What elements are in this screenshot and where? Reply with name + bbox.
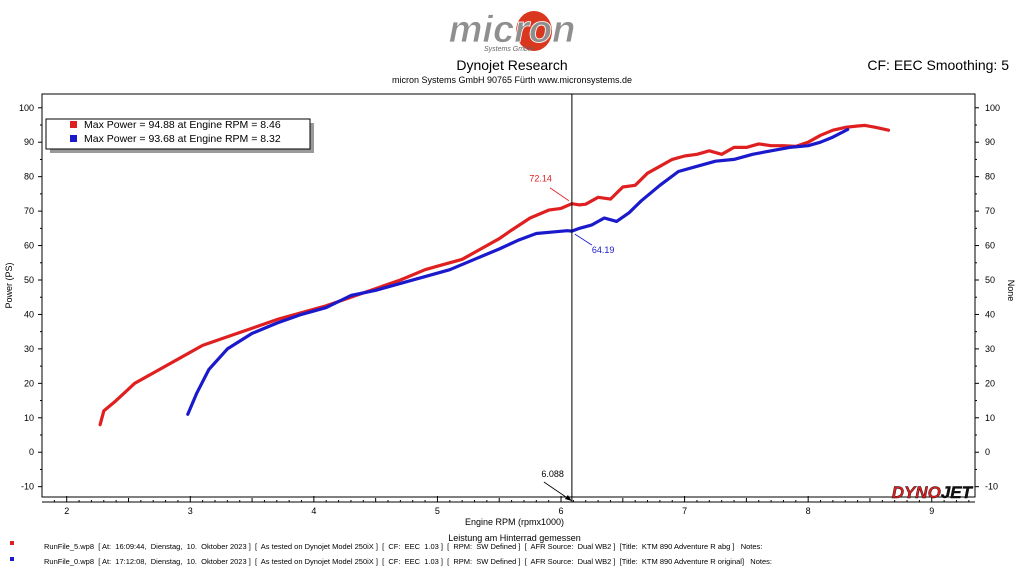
y-tick-label: 0	[29, 447, 34, 457]
x-tick-label: 4	[311, 506, 316, 516]
legend-label-2: Max Power = 93.68 at Engine RPM = 8.32	[84, 133, 281, 145]
run1-marker	[10, 541, 14, 545]
svg-text:micron: micron	[449, 9, 576, 51]
y-tick-label: 20	[24, 378, 34, 388]
y-tick-label-right: 20	[985, 378, 995, 388]
y-tick-label: -10	[21, 482, 34, 492]
plot-area	[41, 93, 976, 498]
y-axis-label: Power (PS)	[4, 262, 14, 308]
x-axis-label: Engine RPM (rpmx1000)	[465, 517, 564, 527]
blue-cursor-value: 64.19	[592, 245, 615, 255]
red-cursor-value: 72.14	[529, 174, 552, 184]
cursor-value-label: 6.088	[541, 469, 564, 479]
y-tick-label-right: 10	[985, 413, 995, 423]
y-tick-label-right: 30	[985, 344, 995, 354]
blue-cursor-arrow	[574, 233, 593, 246]
y-tick-label: 80	[24, 172, 34, 182]
y-tick-label: 30	[24, 344, 34, 354]
y-tick-label-right: -10	[985, 482, 998, 492]
y-tick-label-right: 50	[985, 275, 995, 285]
chart-subtitle: micron Systems GmbH 90765 Fürth www.micr…	[391, 75, 633, 85]
legend-swatch-2	[70, 135, 77, 142]
run1-info: RunFile_5.wp8 [ At: 16:09:44, Dienstag, …	[44, 542, 763, 551]
y-tick-label-right: 60	[985, 241, 995, 251]
micron-logo: micron Systems GmbH	[448, 9, 576, 53]
y-tick-label-right: 0	[985, 447, 990, 457]
y-tick-label-right: 40	[985, 309, 995, 319]
dynojet-logo: DYNOJET	[892, 483, 974, 502]
series-line-2	[186, 127, 850, 416]
chart-title: Dynojet Research	[456, 57, 568, 73]
x-tick-label: 3	[188, 506, 193, 516]
x-tick-label: 2	[64, 506, 69, 516]
y-tick-label-right: 100	[985, 103, 1000, 113]
y-tick-label: 100	[19, 103, 34, 113]
x-tick-label: 5	[435, 506, 440, 516]
y-tick-label: 50	[24, 275, 34, 285]
correction-factor-label: CF: EEC Smoothing: 5	[867, 57, 1009, 73]
y-tick-label: 40	[24, 309, 34, 319]
y-tick-label: 10	[24, 413, 34, 423]
run2-marker	[10, 557, 14, 561]
y-tick-label: 70	[24, 206, 34, 216]
cursor-value-arrowhead	[564, 495, 572, 501]
cursor-value-arrow	[543, 481, 570, 500]
x-tick-label: 7	[682, 506, 687, 516]
legend-box	[45, 118, 311, 150]
legend-swatch-1	[70, 121, 77, 128]
dynojet-logo-part2: JET	[941, 483, 974, 502]
y-tick-label-right: 70	[985, 206, 995, 216]
y-tick-label: 90	[24, 137, 34, 147]
run2-info: RunFile_0.wp8 [ At: 17:12:08, Dienstag, …	[44, 557, 772, 566]
y-tick-label-right: 90	[985, 137, 995, 147]
svg-text:Systems GmbH: Systems GmbH	[484, 46, 534, 53]
x-tick-label: 8	[806, 506, 811, 516]
x-tick-label: 6	[559, 506, 564, 516]
y-tick-label: 60	[24, 241, 34, 251]
legend-label-1: Max Power = 94.88 at Engine RPM = 8.46	[84, 119, 281, 131]
y-axis-label-right: None	[1006, 280, 1016, 302]
x-tick-label: 9	[929, 506, 934, 516]
y-tick-label-right: 80	[985, 172, 995, 182]
red-cursor-arrow	[549, 187, 570, 202]
dynojet-logo-part1: DYNO	[892, 483, 941, 502]
x-axis-sublabel: Leistung am Hinterrad gemessen	[448, 533, 581, 543]
